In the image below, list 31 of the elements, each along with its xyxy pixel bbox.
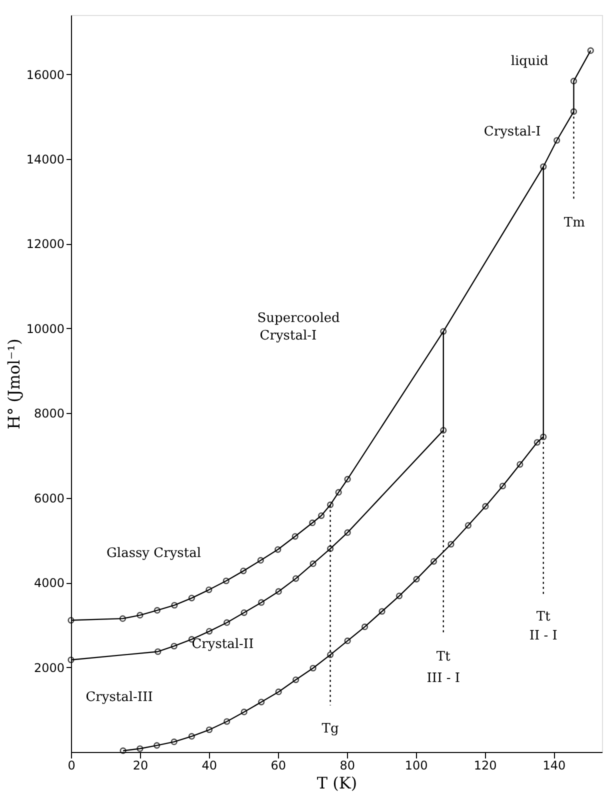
- annotation: III - I: [426, 670, 460, 686]
- annotation: Crystal-II: [192, 636, 254, 652]
- y-tick-label: 14000: [26, 152, 64, 167]
- annotation: II - I: [529, 628, 558, 644]
- annotation: Crystal-I: [260, 328, 317, 344]
- annotation: Tt: [536, 609, 552, 624]
- annotation: Crystal-I: [484, 124, 541, 140]
- y-tick-label: 4000: [34, 576, 64, 590]
- x-tick-label: 80: [340, 758, 355, 772]
- annotation: Supercooled: [257, 310, 340, 326]
- x-tick-label: 120: [474, 758, 497, 772]
- x-axis-title: T (K): [316, 774, 358, 792]
- y-axis-title: H° (Jmol⁻¹): [4, 338, 24, 430]
- x-tick-label: 60: [270, 758, 286, 772]
- x-tick-label: 20: [132, 758, 148, 772]
- annotation: Tt: [436, 650, 452, 665]
- annotation: Glassy Crystal: [106, 546, 201, 561]
- annotation: liquid: [510, 54, 548, 70]
- annotation: Tm: [564, 216, 585, 231]
- annotation: Crystal-III: [86, 690, 153, 705]
- x-tick-label: 40: [202, 758, 218, 772]
- y-tick-label: 2000: [34, 660, 64, 675]
- x-tick-label: 0: [68, 758, 76, 772]
- y-tick-label: 12000: [26, 237, 64, 252]
- y-tick-label: 10000: [26, 322, 64, 336]
- y-tick-label: 8000: [34, 406, 64, 421]
- x-tick-label: 100: [404, 758, 428, 772]
- annotation: Tg: [322, 722, 339, 737]
- x-tick-label: 140: [542, 758, 566, 772]
- y-tick-label: 16000: [26, 68, 64, 82]
- y-tick-label: 6000: [34, 491, 64, 506]
